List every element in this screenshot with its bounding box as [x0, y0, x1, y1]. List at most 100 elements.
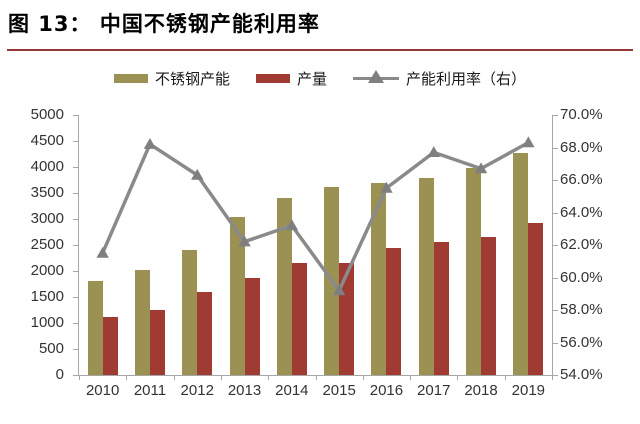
right-axis-tick-label: 64.0%	[560, 203, 603, 221]
left-axis-tick-label: 3000	[30, 210, 64, 227]
left-axis-line	[78, 115, 79, 376]
x-axis-tick-label: 2015	[322, 382, 356, 399]
bar-production-2017	[433, 241, 449, 375]
utilization-marker	[522, 136, 535, 148]
left-axis-tick	[73, 193, 78, 194]
right-axis-tick	[553, 180, 558, 181]
utilization-marker	[380, 181, 393, 193]
right-axis-tick	[553, 245, 558, 246]
right-axis-tick	[553, 277, 558, 279]
left-axis-tick	[73, 115, 78, 116]
x-axis-tick	[220, 375, 222, 380]
x-axis-tick-label: 2010	[85, 382, 120, 399]
left-axis-tick-label: 4500	[30, 132, 64, 149]
legend-item-production[interactable]: 产量	[255, 68, 327, 89]
x-axis-tick-label: 2012	[180, 382, 214, 399]
left-axis-tick-label: 500	[38, 340, 64, 357]
left-axis-tick	[73, 323, 78, 324]
plot-area	[79, 115, 552, 375]
right-axis-tick-label: 56.0%	[560, 333, 603, 351]
x-axis-tick-label: 2014	[275, 382, 309, 399]
legend-label-capacity: 不锈钢产能	[154, 70, 230, 88]
bar-production-2013	[244, 277, 260, 375]
bar-capacity-2013	[229, 216, 245, 375]
x-axis-tick	[457, 375, 459, 380]
line-layer	[96, 136, 535, 296]
utilization-marker	[332, 284, 346, 296]
left-axis-tick	[73, 141, 78, 142]
x-axis-tick	[79, 375, 80, 380]
left-axis-tick-label: 0	[55, 366, 64, 383]
bar-capacity-2012	[182, 250, 198, 375]
utilization-marker	[285, 219, 299, 231]
utilization-marker	[191, 168, 204, 180]
utilization-marker	[238, 235, 251, 247]
x-axis-tick	[315, 375, 317, 380]
utilization-line-marker-icon	[353, 70, 399, 86]
bar-capacity-2011	[134, 269, 150, 375]
utilization-marker	[474, 162, 488, 174]
right-axis-tick	[553, 115, 558, 116]
bar-production-2010	[102, 316, 118, 375]
capacity-swatch-icon	[113, 73, 148, 83]
right-axis-tick	[553, 310, 558, 311]
left-axis-tick	[73, 219, 78, 220]
x-axis-tick-label: 2019	[511, 382, 546, 399]
left-axis-tick	[73, 167, 78, 168]
utilization-markers	[96, 136, 535, 296]
left-axis-tick	[73, 349, 78, 350]
bar-capacity-2018	[466, 167, 482, 375]
left-axis-tick-label: 4000	[30, 158, 64, 175]
right-axis-tick-label: 60.0%	[560, 268, 603, 286]
left-axis-tick-label: 2500	[30, 236, 64, 253]
right-axis-tick	[553, 342, 558, 344]
left-axis-tick-label: 1500	[30, 288, 64, 305]
x-axis-tick	[410, 375, 412, 380]
bar-production-2019	[528, 223, 544, 375]
x-axis-tick-label: 2018	[464, 382, 498, 399]
bar-production-2016	[386, 248, 402, 375]
x-axis-tick	[126, 375, 128, 380]
x-axis-tick-label: 2013	[227, 382, 262, 399]
right-axis-tick-label: 62.0%	[560, 236, 603, 253]
x-axis-tick-label: 2011	[133, 382, 167, 399]
left-axis-tick	[73, 297, 78, 298]
utilization-marker	[96, 246, 109, 258]
bar-capacity-2016	[371, 182, 387, 375]
bar-capacity-2017	[418, 177, 434, 375]
title-rule	[7, 49, 633, 51]
right-axis-tick-label: 58.0%	[560, 301, 603, 318]
legend-item-utilization[interactable]: 产能利用率（右）	[353, 68, 526, 89]
right-axis-line	[552, 115, 553, 376]
utilization-marker	[143, 138, 157, 149]
left-axis-tick	[73, 375, 78, 376]
x-axis-tick	[173, 375, 175, 380]
bar-production-2012	[197, 291, 213, 375]
production-swatch-icon	[255, 73, 290, 83]
bar-production-2014	[291, 262, 307, 375]
utilization-line	[100, 140, 531, 293]
bar-capacity-2019	[513, 152, 529, 375]
figure-title: 图 13： 中国不锈钢产能利用率	[8, 12, 320, 36]
left-axis-tick-label: 2000	[30, 262, 64, 279]
right-axis-tick	[553, 212, 558, 214]
right-axis-tick-label: 54.0%	[560, 366, 603, 383]
left-axis-tick	[73, 271, 78, 272]
right-axis-tick	[553, 147, 558, 149]
x-axis-tick-label: 2016	[369, 382, 404, 399]
legend-label-production: 产量	[296, 70, 327, 88]
left-axis-tick-label: 5000	[30, 106, 64, 123]
legend-label-utilization: 产能利用率（右）	[406, 70, 527, 88]
bar-capacity-2014	[276, 198, 292, 375]
left-axis-tick-label: 1000	[30, 314, 64, 331]
right-axis-tick-label: 70.0%	[560, 106, 603, 123]
left-axis-tick-label: 3500	[30, 184, 64, 201]
x-axis-tick-label: 2017	[417, 382, 451, 399]
bar-capacity-2010	[87, 281, 103, 375]
left-axis-tick	[73, 245, 78, 246]
bar-production-2018	[481, 237, 497, 375]
utilization-marker	[427, 146, 440, 157]
legend-item-capacity[interactable]: 不锈钢产能	[113, 68, 230, 89]
